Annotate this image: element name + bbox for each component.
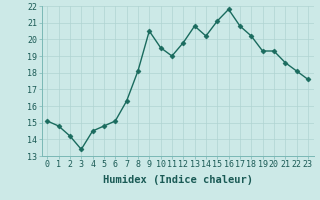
X-axis label: Humidex (Indice chaleur): Humidex (Indice chaleur) bbox=[103, 175, 252, 185]
